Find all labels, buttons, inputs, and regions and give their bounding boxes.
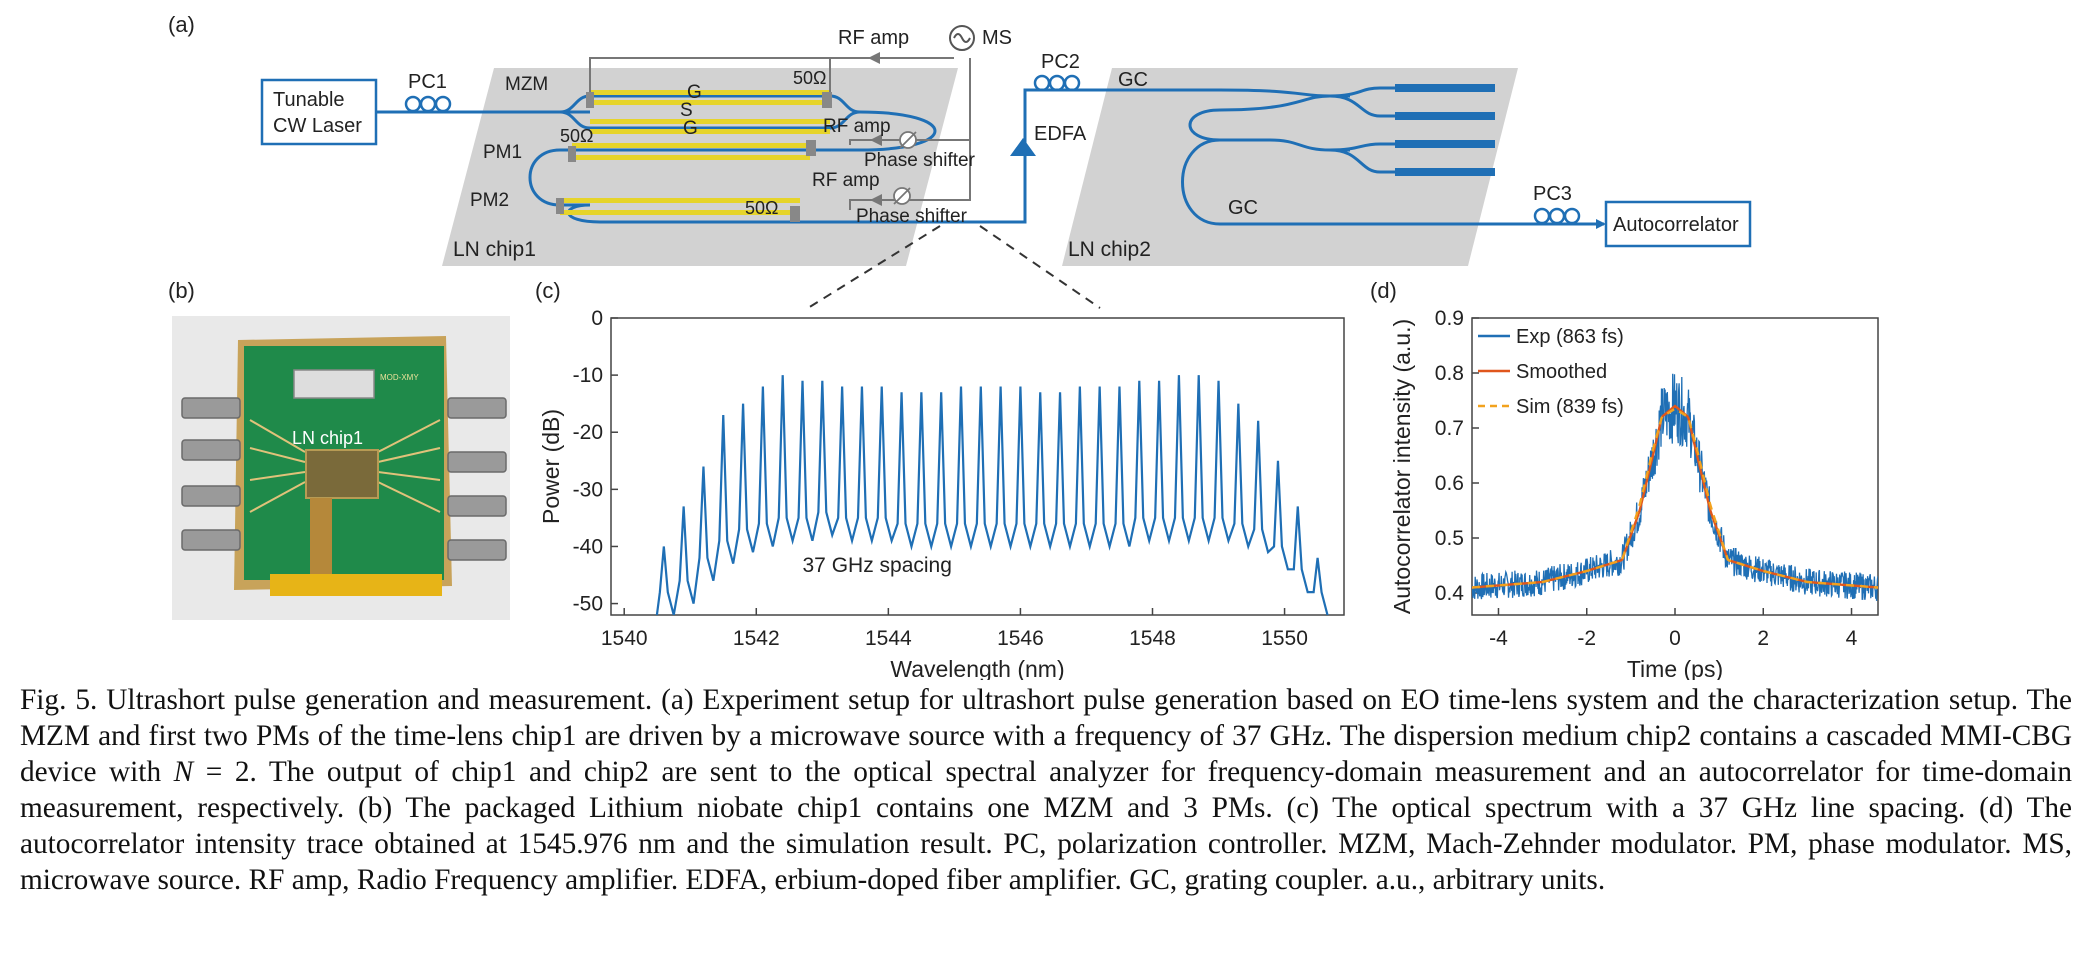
pc1-coils xyxy=(404,95,452,113)
edfa-icon xyxy=(1010,138,1036,156)
series-sim xyxy=(1472,407,1878,589)
phase-shifter-2-label: Phase shifter xyxy=(856,206,968,227)
y-tick-label: 0.9 xyxy=(1435,307,1464,330)
chip2-waveguides xyxy=(1125,86,1536,226)
figure-caption: Fig. 5. Ultrashort pulse generation and … xyxy=(20,682,2072,898)
gsg-g2: G xyxy=(683,118,698,139)
y-tick-label: 0.4 xyxy=(1435,582,1465,605)
legend-label: Exp (863 fs) xyxy=(1516,326,1624,348)
ohm-mzm: 50Ω xyxy=(793,68,826,88)
series-exp xyxy=(1472,373,1878,601)
y-tick-label: 0.5 xyxy=(1435,527,1464,550)
y-tick-label: -20 xyxy=(573,421,603,444)
edfa-label: EDFA xyxy=(1034,123,1087,145)
cbg-gratings xyxy=(1395,84,1495,176)
ms-label: MS xyxy=(982,27,1012,49)
x-tick-label: 1544 xyxy=(865,627,912,650)
ohm-pm1: 50Ω xyxy=(560,126,593,146)
rf-amp-pm1-label: RF amp xyxy=(823,116,891,137)
ln-chip2-plate xyxy=(1062,68,1518,266)
mzm-label: MZM xyxy=(505,74,548,95)
gc-bottom-label: GC xyxy=(1228,197,1258,219)
autocorrelator-box xyxy=(1604,200,1752,248)
microwave-source-icon xyxy=(949,25,975,51)
rf-amp-pm2-label: RF amp xyxy=(812,170,880,191)
y-tick-label: 0.8 xyxy=(1435,362,1464,385)
figure: (a) LN chip1 LN chip2 Tunable CW Laser P… xyxy=(168,12,1879,680)
ohm-pm2: 50Ω xyxy=(745,198,778,218)
x-tick-label: -2 xyxy=(1577,627,1596,650)
x-tick-label: 1546 xyxy=(997,627,1044,650)
x-tick-label: 1550 xyxy=(1261,627,1308,650)
mzm-electrodes xyxy=(590,90,830,134)
x-axis-label: Time (ps) xyxy=(1627,656,1723,680)
series-smoothed xyxy=(1472,404,1878,589)
spectrum-chart: 1540 1542 1544 1546 1548 1550 0 -10 -20 -30 -40 -50… xyxy=(538,307,1345,680)
rf-lines xyxy=(589,57,971,210)
legend: Exp (863 fs) Smoothed Sim (839 fs) xyxy=(1478,326,1624,418)
caption-text-2: = 2. The output of chip1 and chip2 are s… xyxy=(20,756,2072,896)
autocorrelation-chart: -4 -2 0 2 4 0.4 0.5 0.6 0.7 0.8 0.9 Time (ps) Autoco… xyxy=(1389,307,1879,680)
gc-top-label: GC xyxy=(1118,69,1148,91)
legend-label: Smoothed xyxy=(1516,361,1607,383)
y-axis-label: Power (dB) xyxy=(538,409,564,524)
x-tick-label: 0 xyxy=(1669,627,1681,650)
plot-frame xyxy=(610,317,1345,616)
laser-label-line1: Tunable xyxy=(273,89,345,111)
pm2-label: PM2 xyxy=(470,190,509,211)
spacing-annotation: 37 GHz spacing xyxy=(803,554,952,577)
pc2-label: PC2 xyxy=(1041,51,1080,73)
rf-amp-top-label: RF amp xyxy=(838,27,909,49)
y-tick-label: -30 xyxy=(573,478,603,501)
pcb-tag: MOD-XMY xyxy=(380,373,419,382)
legend-label: Sim (839 fs) xyxy=(1516,396,1624,418)
x-tick-label: 1542 xyxy=(733,627,780,650)
x-tick-label: -4 xyxy=(1489,627,1508,650)
spectrum-trace xyxy=(655,375,1329,615)
chip-photo: (b) MOD-XMY LN chip1 xyxy=(168,278,510,620)
panel-label-a: (a) xyxy=(168,12,195,37)
caption-text-1: Fig. 5. Ultrashort pulse generation and … xyxy=(20,684,2072,788)
ln-chip2-label: LN chip2 xyxy=(1068,238,1151,261)
y-tick-label: 0.7 xyxy=(1435,417,1464,440)
panel-label-d: (d) xyxy=(1370,278,1397,303)
y-tick-label: 0.6 xyxy=(1435,472,1464,495)
panel-label-c: (c) xyxy=(535,278,561,303)
x-tick-label: 2 xyxy=(1757,627,1769,650)
mzm-waveguides xyxy=(528,88,1040,224)
setup-diagram: (a) LN chip1 LN chip2 Tunable CW Laser P… xyxy=(168,12,1752,309)
phase-shifter-1-label: Phase shifter xyxy=(864,150,976,171)
ln-chip1-label: LN chip1 xyxy=(453,238,536,261)
x-tick-label: 1540 xyxy=(601,627,648,650)
caption-italic-n: N xyxy=(173,756,194,788)
x-tick-label: 1548 xyxy=(1129,627,1176,650)
pm1-label: PM1 xyxy=(483,142,522,163)
gsg-g1: G xyxy=(687,82,702,103)
pc3-coils xyxy=(1533,207,1581,225)
gsg-s: S xyxy=(680,100,693,121)
pm2-electrodes xyxy=(560,198,800,215)
photo-chip-label: LN chip1 xyxy=(292,428,363,448)
pm1-electrodes xyxy=(572,143,810,160)
phase-shifter-2-icon xyxy=(893,187,911,205)
laser-label-line2: CW Laser xyxy=(273,115,362,137)
autocorrelator-label: Autocorrelator xyxy=(1613,214,1739,236)
x-tick-label: 4 xyxy=(1846,627,1858,650)
pc1-label: PC1 xyxy=(408,71,447,93)
y-tick-label: -10 xyxy=(573,364,603,387)
y-tick-label: 0 xyxy=(591,307,603,330)
pc3-label: PC3 xyxy=(1533,183,1572,205)
panel-label-b: (b) xyxy=(168,278,195,303)
y-axis-label: Autocorrelator intensity (a.u.) xyxy=(1389,319,1415,614)
pc2-coils xyxy=(1033,74,1081,92)
y-tick-label: -40 xyxy=(573,535,603,558)
phase-shifter-1-icon xyxy=(899,131,917,149)
y-tick-label: -50 xyxy=(573,593,603,616)
x-axis-label: Wavelength (nm) xyxy=(890,656,1064,680)
